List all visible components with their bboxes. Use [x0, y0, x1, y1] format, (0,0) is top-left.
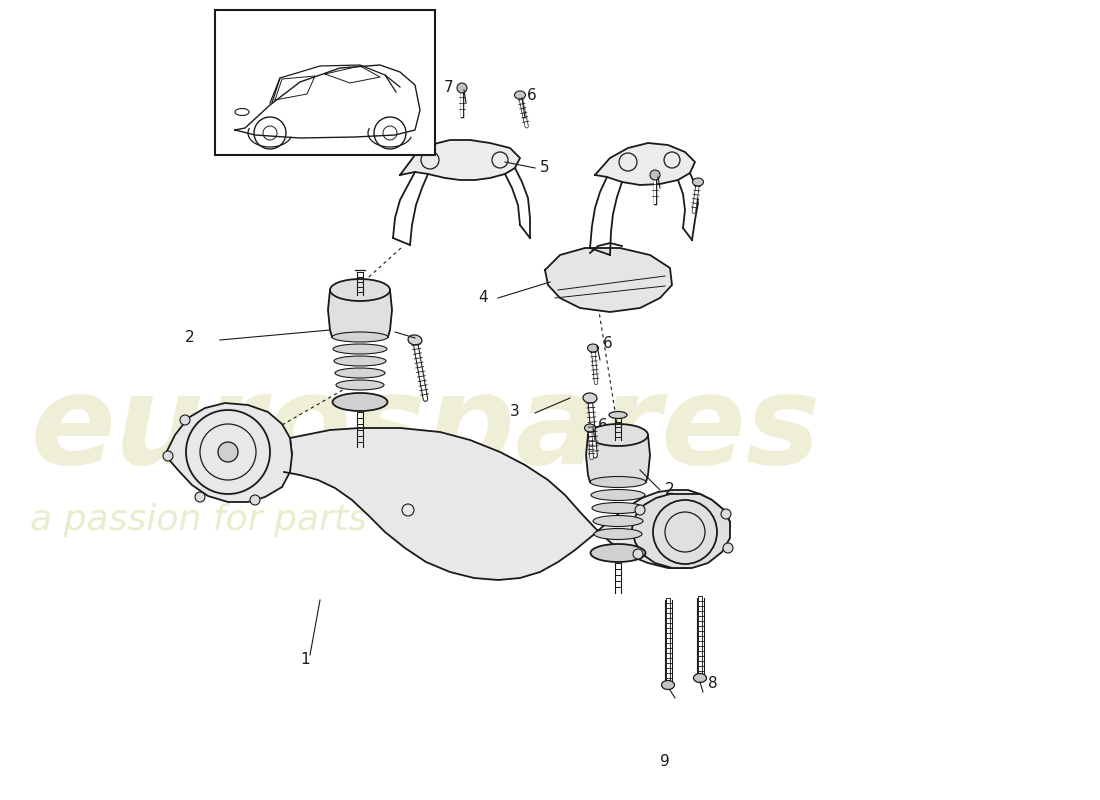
Text: 6: 6	[527, 87, 537, 102]
Polygon shape	[400, 140, 520, 180]
Text: 2: 2	[186, 330, 195, 346]
Circle shape	[195, 492, 205, 502]
Text: 6: 6	[598, 418, 607, 433]
Ellipse shape	[661, 681, 674, 690]
Text: 5: 5	[540, 161, 550, 175]
Polygon shape	[632, 494, 730, 568]
Polygon shape	[595, 143, 695, 185]
Circle shape	[218, 442, 238, 462]
Polygon shape	[165, 403, 292, 502]
Circle shape	[456, 83, 468, 93]
Circle shape	[163, 451, 173, 461]
Ellipse shape	[583, 393, 597, 403]
Ellipse shape	[693, 674, 706, 682]
Polygon shape	[328, 290, 392, 337]
Ellipse shape	[594, 529, 642, 539]
Ellipse shape	[408, 335, 422, 345]
Text: 7: 7	[443, 79, 453, 94]
Ellipse shape	[590, 477, 646, 487]
Text: 6: 6	[603, 335, 613, 350]
Ellipse shape	[693, 178, 704, 186]
Ellipse shape	[591, 544, 646, 562]
Bar	[214, 10, 434, 155]
Ellipse shape	[336, 380, 384, 390]
Text: 3: 3	[510, 405, 520, 419]
Text: 1: 1	[300, 653, 309, 667]
Ellipse shape	[330, 279, 390, 301]
Circle shape	[250, 495, 260, 505]
Text: 3: 3	[371, 322, 380, 338]
Ellipse shape	[336, 368, 385, 378]
Ellipse shape	[591, 490, 645, 501]
Ellipse shape	[584, 424, 595, 432]
Polygon shape	[235, 65, 420, 138]
Ellipse shape	[332, 332, 388, 342]
Polygon shape	[586, 435, 650, 482]
Circle shape	[720, 509, 732, 519]
Ellipse shape	[593, 515, 644, 526]
Circle shape	[723, 543, 733, 553]
Ellipse shape	[609, 411, 627, 418]
Polygon shape	[544, 248, 672, 312]
Circle shape	[635, 505, 645, 515]
Text: 2: 2	[666, 482, 674, 498]
Text: a passion for parts since 1985: a passion for parts since 1985	[30, 503, 576, 537]
Text: 4: 4	[478, 290, 488, 306]
Circle shape	[632, 549, 644, 559]
Ellipse shape	[592, 502, 644, 514]
Ellipse shape	[332, 393, 387, 411]
Text: 7: 7	[636, 167, 645, 182]
Ellipse shape	[515, 91, 526, 99]
Ellipse shape	[588, 424, 648, 446]
Circle shape	[650, 170, 660, 180]
Text: 9: 9	[660, 754, 670, 770]
Text: eurospares: eurospares	[30, 370, 821, 490]
Text: 8: 8	[708, 675, 717, 690]
Ellipse shape	[334, 356, 386, 366]
Ellipse shape	[587, 344, 598, 352]
Polygon shape	[284, 428, 730, 580]
Ellipse shape	[333, 344, 387, 354]
Circle shape	[180, 415, 190, 425]
